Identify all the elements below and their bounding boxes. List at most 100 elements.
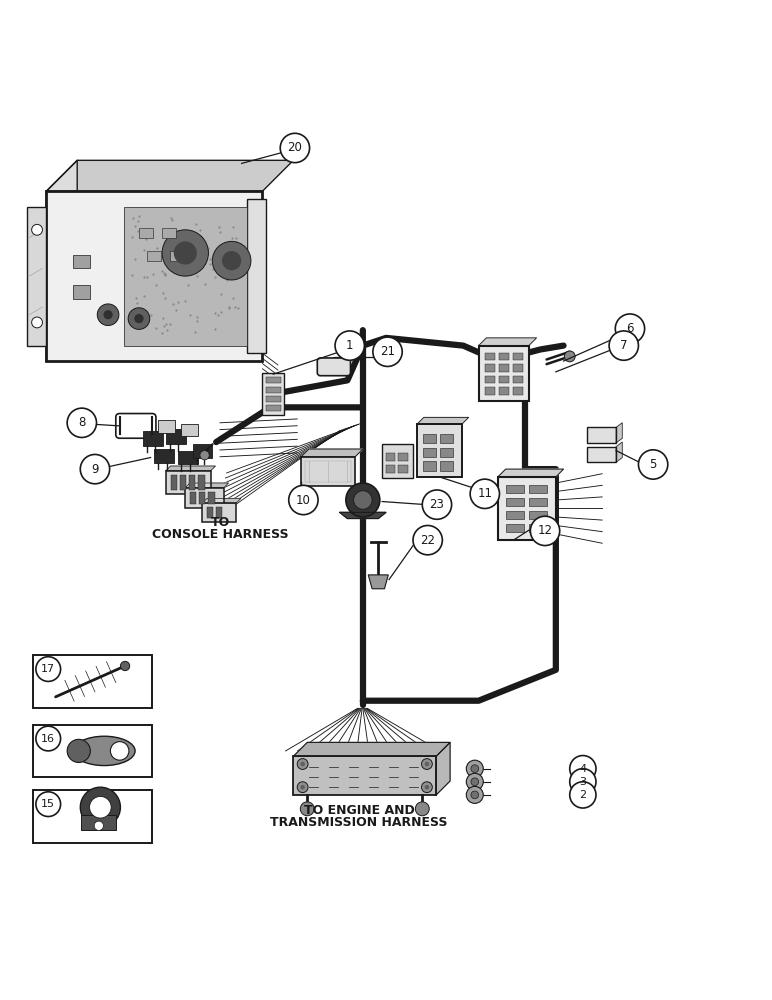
Circle shape: [422, 490, 452, 519]
Bar: [423, 448, 436, 457]
Bar: [193, 444, 212, 458]
Bar: [440, 448, 453, 457]
Circle shape: [570, 756, 596, 782]
Ellipse shape: [67, 739, 90, 762]
Circle shape: [97, 304, 119, 326]
Text: 7: 7: [620, 339, 628, 352]
Polygon shape: [166, 466, 215, 471]
Circle shape: [212, 241, 251, 280]
Bar: [158, 420, 175, 433]
Circle shape: [120, 661, 130, 671]
Bar: [189, 475, 195, 490]
Bar: [423, 434, 436, 443]
Bar: [139, 228, 153, 238]
Circle shape: [466, 786, 483, 803]
Bar: [382, 444, 413, 478]
Circle shape: [128, 308, 150, 329]
Circle shape: [564, 351, 575, 362]
Polygon shape: [46, 160, 77, 361]
Bar: [185, 488, 224, 508]
Bar: [32, 655, 153, 708]
Circle shape: [530, 516, 560, 546]
Bar: [485, 387, 495, 395]
Polygon shape: [616, 442, 622, 462]
Bar: [166, 429, 186, 444]
Bar: [27, 207, 46, 346]
Circle shape: [425, 785, 429, 790]
Bar: [147, 251, 161, 261]
Bar: [247, 199, 266, 353]
Circle shape: [413, 525, 442, 555]
Bar: [266, 387, 281, 393]
Circle shape: [425, 762, 429, 766]
Circle shape: [134, 314, 144, 323]
Bar: [506, 498, 524, 506]
Bar: [386, 453, 395, 461]
Circle shape: [422, 782, 432, 793]
Bar: [162, 228, 176, 238]
Circle shape: [280, 133, 310, 163]
Circle shape: [470, 479, 499, 508]
Bar: [81, 815, 116, 830]
Bar: [587, 427, 616, 443]
Text: 12: 12: [537, 524, 553, 537]
Text: 20: 20: [287, 141, 303, 154]
Polygon shape: [340, 512, 386, 519]
Bar: [178, 451, 198, 464]
Bar: [513, 376, 523, 383]
Bar: [513, 387, 523, 395]
Polygon shape: [185, 483, 229, 488]
Bar: [73, 255, 90, 268]
Circle shape: [36, 792, 60, 817]
Circle shape: [609, 331, 638, 360]
Text: 6: 6: [626, 322, 634, 335]
Text: 2: 2: [579, 790, 587, 800]
Polygon shape: [616, 423, 622, 443]
Circle shape: [36, 657, 60, 681]
Bar: [293, 756, 436, 795]
Bar: [499, 353, 509, 360]
Text: 21: 21: [380, 345, 395, 358]
Bar: [529, 511, 547, 519]
Circle shape: [422, 759, 432, 769]
Circle shape: [90, 796, 111, 818]
Bar: [198, 475, 205, 490]
Bar: [529, 524, 547, 532]
Text: 11: 11: [477, 487, 493, 500]
Bar: [485, 376, 495, 383]
Bar: [262, 373, 284, 415]
Bar: [398, 453, 408, 461]
Circle shape: [94, 821, 103, 830]
Polygon shape: [368, 575, 388, 589]
Bar: [506, 485, 524, 493]
Circle shape: [80, 454, 110, 484]
Bar: [208, 492, 215, 504]
Polygon shape: [417, 417, 469, 424]
Circle shape: [638, 450, 668, 479]
Bar: [513, 364, 523, 372]
Circle shape: [32, 317, 42, 328]
Bar: [386, 465, 395, 473]
Circle shape: [354, 491, 372, 509]
Circle shape: [335, 331, 364, 360]
Bar: [46, 191, 262, 361]
Bar: [506, 524, 524, 532]
Bar: [498, 477, 556, 540]
Bar: [202, 503, 236, 522]
Circle shape: [103, 310, 113, 319]
Text: 15: 15: [41, 799, 56, 809]
Bar: [32, 790, 153, 843]
Text: 17: 17: [41, 664, 56, 674]
Circle shape: [300, 802, 314, 816]
Circle shape: [297, 782, 308, 793]
FancyBboxPatch shape: [317, 358, 350, 376]
Circle shape: [415, 802, 429, 816]
Bar: [398, 465, 408, 473]
Text: 1: 1: [346, 339, 354, 352]
Circle shape: [615, 314, 645, 343]
Bar: [32, 725, 153, 777]
Circle shape: [471, 765, 479, 773]
Bar: [180, 475, 186, 490]
Ellipse shape: [73, 736, 135, 766]
Circle shape: [222, 251, 241, 270]
